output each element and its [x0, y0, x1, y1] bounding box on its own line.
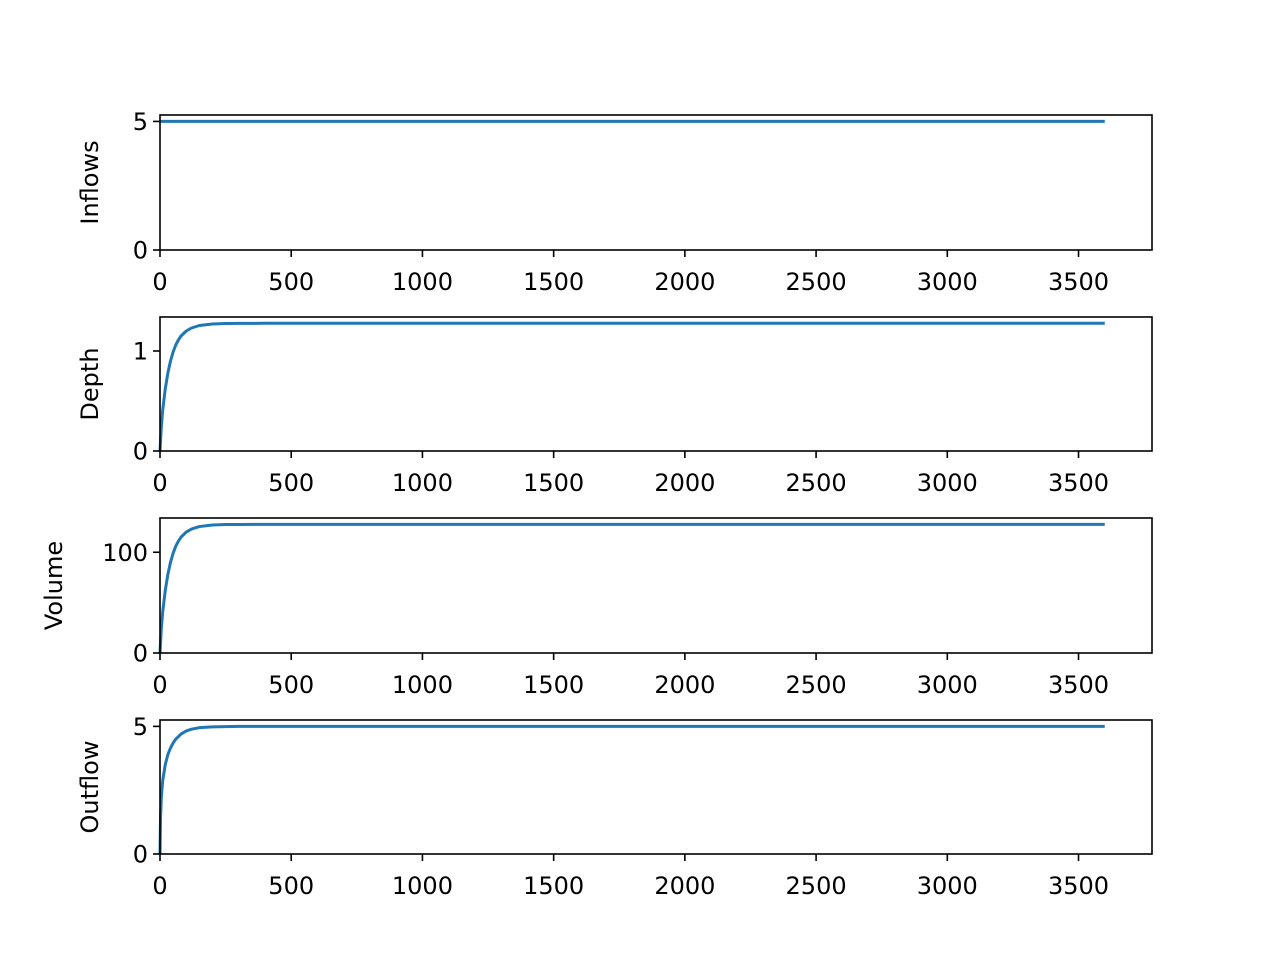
y-axis-label: Inflows — [76, 140, 104, 224]
subplot-1: 0 500 1000 1500 2000 2500 3000 3500 0 5 Inflows — [76, 108, 1153, 296]
x-tick-label: 3000 — [917, 671, 978, 699]
series-line-4-1 — [158, 724, 1105, 855]
y-tick-label: 0 — [133, 237, 148, 265]
x-tick-label: 3500 — [1048, 671, 1109, 699]
x-tick-label: 3000 — [917, 872, 978, 900]
series-line-2-1 — [158, 321, 1105, 452]
subplot-2: 0 500 1000 1500 2000 2500 3000 3500 0 1 Depth — [76, 316, 1153, 497]
x-tick-label: 3000 — [917, 469, 978, 497]
series-line-3-1 — [158, 522, 1105, 654]
x-tick-label: 0 — [152, 872, 167, 900]
axes-frame — [159, 114, 1153, 251]
subplot-3: 0 500 1000 1500 2000 2500 3000 3500 0 100 Volume — [40, 517, 1153, 699]
x-tick-label: 2500 — [786, 469, 847, 497]
y-axis-label: Volume — [40, 541, 68, 630]
y-tick-label: 0 — [133, 438, 148, 466]
x-tick-label: 1000 — [392, 671, 453, 699]
axes-frame — [159, 316, 1153, 452]
y-axis-label: Depth — [76, 347, 104, 420]
axes-frame — [159, 517, 1153, 654]
axes-frame — [159, 719, 1153, 855]
x-tick-label: 2000 — [654, 671, 715, 699]
y-tick-label: 100 — [102, 539, 148, 567]
x-tick-label: 1000 — [392, 469, 453, 497]
x-tick-label: 1000 — [392, 872, 453, 900]
y-tick-label: 0 — [133, 841, 148, 869]
x-tick-label: 2500 — [786, 671, 847, 699]
x-tick-label: 2500 — [786, 872, 847, 900]
x-tick-label: 0 — [152, 268, 167, 296]
y-axis-label: Outflow — [76, 741, 104, 834]
y-tick-label: 5 — [133, 108, 148, 136]
x-tick-label: 500 — [268, 469, 314, 497]
x-tick-label: 3500 — [1048, 268, 1109, 296]
y-tick-label: 5 — [133, 713, 148, 741]
x-tick-label: 500 — [268, 671, 314, 699]
x-tick-label: 2000 — [654, 268, 715, 296]
subplot-4: 0 500 1000 1500 2000 2500 3000 3500 0 5 Outflow — [76, 713, 1153, 900]
x-tick-label: 2000 — [654, 469, 715, 497]
x-tick-label: 1500 — [523, 671, 584, 699]
x-tick-label: 1500 — [523, 872, 584, 900]
x-tick-label: 3500 — [1048, 872, 1109, 900]
x-tick-label: 500 — [268, 268, 314, 296]
x-tick-label: 0 — [152, 671, 167, 699]
x-tick-label: 2500 — [786, 268, 847, 296]
x-tick-label: 2000 — [654, 872, 715, 900]
x-tick-label: 0 — [152, 469, 167, 497]
y-tick-label: 1 — [133, 338, 148, 366]
y-tick-label: 0 — [133, 640, 148, 668]
x-tick-label: 1000 — [392, 268, 453, 296]
x-tick-label: 500 — [268, 872, 314, 900]
x-tick-label: 3500 — [1048, 469, 1109, 497]
x-tick-label: 1500 — [523, 268, 584, 296]
x-tick-label: 3000 — [917, 268, 978, 296]
x-tick-label: 1500 — [523, 469, 584, 497]
